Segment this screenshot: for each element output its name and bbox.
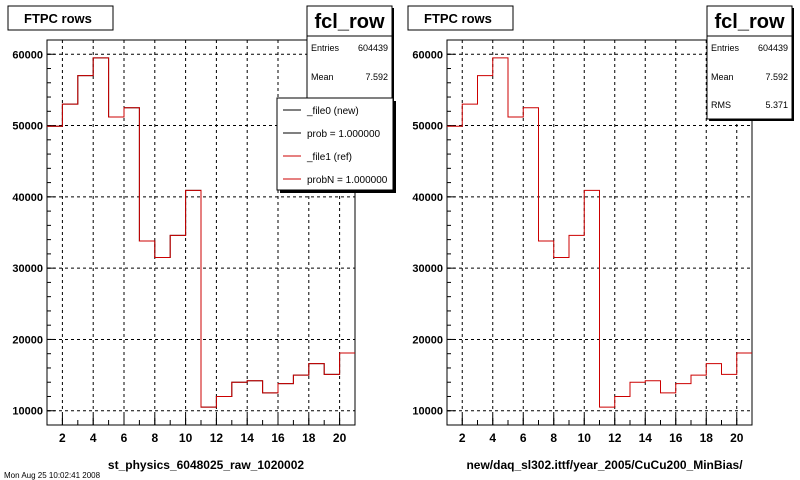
x-tick-label: 8	[151, 431, 158, 445]
x-tick-label: 6	[121, 431, 128, 445]
chart-title: FTPC rows	[24, 11, 92, 26]
stats-entries-label: Entries	[311, 43, 340, 53]
x-tick-label: 4	[90, 431, 97, 445]
legend-entry: _file1 (ref)	[306, 152, 352, 163]
histogram-series-2	[47, 57, 355, 408]
stats-name: fcl_row	[314, 11, 384, 33]
x-axis-label: st_physics_6048025_raw_1020002	[108, 458, 304, 472]
x-tick-label: 16	[669, 431, 683, 445]
footer-timestamp: Mon Aug 25 10:02:41 2008	[4, 471, 101, 480]
y-tick-label: 20000	[12, 334, 43, 346]
stats-box	[706, 5, 793, 120]
legend-entry: probN = 1.000000	[307, 175, 388, 186]
x-tick-label: 10	[578, 431, 592, 445]
legend-entry: prob = 1.000000	[307, 129, 381, 140]
stats-mean-label: Mean	[711, 72, 734, 82]
stats-entries-value: 604439	[758, 43, 788, 53]
stats-mean-label: Mean	[311, 72, 334, 82]
x-tick-label: 12	[210, 431, 224, 445]
y-tick-label: 10000	[12, 406, 43, 418]
y-tick-label: 60000	[412, 49, 443, 61]
y-tick-label: 40000	[412, 192, 443, 204]
y-tick-label: 30000	[412, 263, 443, 275]
x-tick-label: 18	[700, 431, 714, 445]
x-tick-label: 14	[241, 431, 255, 445]
y-tick-label: 50000	[12, 121, 43, 133]
x-tick-label: 20	[333, 431, 347, 445]
y-tick-label: 30000	[12, 263, 43, 275]
legend-entry: _file0 (new)	[306, 106, 359, 117]
x-tick-label: 8	[550, 431, 557, 445]
x-tick-label: 12	[608, 431, 622, 445]
x-tick-label: 20	[730, 431, 744, 445]
y-tick-label: 20000	[412, 334, 443, 346]
histogram-series-1	[447, 57, 752, 408]
x-tick-label: 18	[302, 431, 316, 445]
stats-mean-value: 7.592	[765, 72, 788, 82]
y-tick-label: 40000	[12, 192, 43, 204]
x-tick-label: 6	[520, 431, 527, 445]
stats-entries-value: 604439	[358, 43, 388, 53]
stats-rms-label: RMS	[711, 100, 731, 110]
x-tick-label: 14	[639, 431, 653, 445]
y-tick-label: 60000	[12, 49, 43, 61]
stats-entries-label: Entries	[711, 43, 740, 53]
x-tick-label: 10	[179, 431, 193, 445]
x-tick-label: 4	[489, 431, 496, 445]
y-tick-label: 50000	[412, 121, 443, 133]
y-tick-label: 10000	[412, 406, 443, 418]
chart-title: FTPC rows	[424, 11, 492, 26]
x-tick-label: 16	[271, 431, 285, 445]
legend-box	[276, 97, 394, 191]
x-tick-label: 2	[59, 431, 66, 445]
title-box	[7, 5, 114, 31]
x-axis-label: new/daq_sl302.ittf/year_2005/CuCu200_Min…	[466, 458, 743, 472]
title-box	[407, 5, 514, 31]
x-tick-label: 2	[459, 431, 466, 445]
stats-mean-value: 7.592	[365, 72, 388, 82]
stats-rms-value: 5.371	[765, 100, 788, 110]
stats-name: fcl_row	[714, 11, 784, 33]
